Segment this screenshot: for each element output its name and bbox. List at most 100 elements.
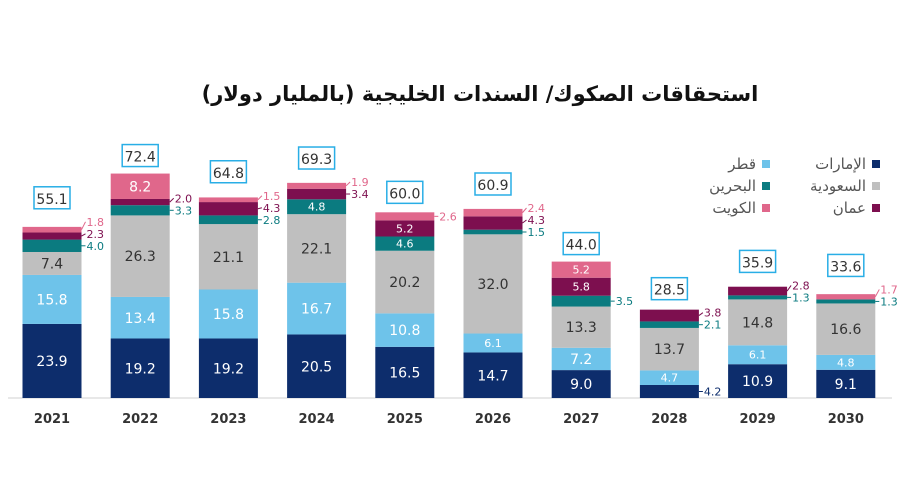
data-label: 1.9 <box>351 176 369 189</box>
data-label: 19.2 <box>125 361 156 377</box>
legend-label: عمان <box>832 199 866 217</box>
bar-segment <box>22 274 82 324</box>
total-box <box>386 180 424 205</box>
x-tick-label: 2023 <box>210 412 246 427</box>
chart-title: استحقاقات الصكوك/ السندات الخليجية (بالم… <box>201 82 759 106</box>
data-label: 2.8 <box>263 214 281 227</box>
data-label: 4.8 <box>837 356 855 369</box>
data-label: 3.8 <box>704 307 722 320</box>
data-label: 1.8 <box>87 216 105 229</box>
bar-segment <box>287 199 347 215</box>
total-label: 44.0 <box>566 238 597 254</box>
bar-segment <box>110 296 170 339</box>
data-label: 1.5 <box>263 190 281 203</box>
bar-segment <box>463 333 523 353</box>
legend-item: السعودية <box>770 177 880 195</box>
legend-label: الكويت <box>712 199 756 217</box>
data-label: 7.4 <box>41 257 63 273</box>
data-label: 3.3 <box>175 204 193 217</box>
legend: الإمارات قطر السعودية البحرين عمان الكويت <box>680 155 880 217</box>
legend-swatch <box>872 204 880 212</box>
total-box <box>474 172 512 196</box>
bar-segment <box>287 334 347 398</box>
data-label: 16.6 <box>830 322 861 338</box>
bar-segment <box>551 370 611 398</box>
bar-segment <box>198 215 258 225</box>
x-tick-label: 2021 <box>34 412 70 427</box>
data-label: 4.7 <box>661 372 679 385</box>
bar-segment <box>375 313 435 347</box>
bar-segment <box>816 303 876 355</box>
data-label: 13.3 <box>566 320 597 336</box>
data-label: 19.2 <box>213 361 244 377</box>
data-label: 4.6 <box>396 238 414 251</box>
bar-segment <box>287 182 347 189</box>
legend-item: الكويت <box>680 199 770 217</box>
bar-segment <box>816 299 876 304</box>
bar-segment <box>816 369 876 398</box>
legend-swatch <box>762 160 770 168</box>
data-label: 21.1 <box>213 250 244 266</box>
bar-segment <box>110 338 170 398</box>
bar-segment <box>198 224 258 290</box>
legend-swatch <box>762 204 770 212</box>
leader-line <box>522 207 527 213</box>
legend-swatch <box>872 182 880 190</box>
data-label: 32.0 <box>477 277 508 293</box>
bar-segment <box>287 214 347 283</box>
bar-segment <box>22 239 82 252</box>
data-label: 4.3 <box>528 214 546 227</box>
bar-segment <box>639 384 699 398</box>
data-label: 1.7 <box>880 283 898 296</box>
total-box <box>562 231 600 256</box>
total-box <box>121 143 159 168</box>
data-label: 2.4 <box>528 202 546 215</box>
leader-line <box>169 197 175 203</box>
bar-segment <box>816 354 876 370</box>
data-label: 6.1 <box>749 349 767 362</box>
bar-segment <box>463 208 523 217</box>
data-label: 15.8 <box>213 307 244 323</box>
data-label: 9.1 <box>835 377 857 393</box>
data-label: 8.2 <box>129 179 151 195</box>
legend-item: البحرين <box>680 177 770 195</box>
legend-label: السعودية <box>809 177 866 195</box>
legend-label: الإمارات <box>815 155 866 173</box>
total-label: 60.0 <box>389 186 420 202</box>
data-label: 1.3 <box>792 291 810 304</box>
total-box <box>209 160 248 184</box>
leader-line <box>81 221 86 230</box>
data-label: 22.1 <box>301 241 332 257</box>
total-label: 33.6 <box>830 259 861 275</box>
data-label: 20.2 <box>389 275 420 291</box>
bar-segment <box>551 295 611 307</box>
bar-segment <box>110 205 170 216</box>
x-tick-label: 2022 <box>122 412 158 427</box>
total-box <box>33 186 71 210</box>
bar-segment <box>728 286 788 296</box>
total-box <box>738 249 777 274</box>
data-label: 15.8 <box>36 292 67 308</box>
bar-segment <box>728 295 788 300</box>
bar-segment <box>110 173 170 199</box>
total-box <box>650 276 689 301</box>
bar-segment <box>198 289 258 339</box>
bar-segment <box>287 282 347 335</box>
total-box <box>827 253 865 278</box>
data-label: 3.5 <box>616 295 634 308</box>
bar-segment <box>22 226 82 233</box>
bar-segment <box>375 250 435 314</box>
bar-segment <box>728 364 788 398</box>
leader-line <box>81 233 86 237</box>
total-label: 72.4 <box>125 150 156 166</box>
total-label: 60.9 <box>477 178 508 194</box>
data-label: 16.7 <box>301 302 332 318</box>
bar-segment <box>728 299 788 346</box>
bar-segment <box>375 236 435 251</box>
bar-segment <box>375 220 435 237</box>
data-label: 14.7 <box>477 368 508 384</box>
legend-swatch <box>872 160 880 168</box>
bar-segment <box>22 232 82 240</box>
data-label: 13.7 <box>654 342 685 358</box>
